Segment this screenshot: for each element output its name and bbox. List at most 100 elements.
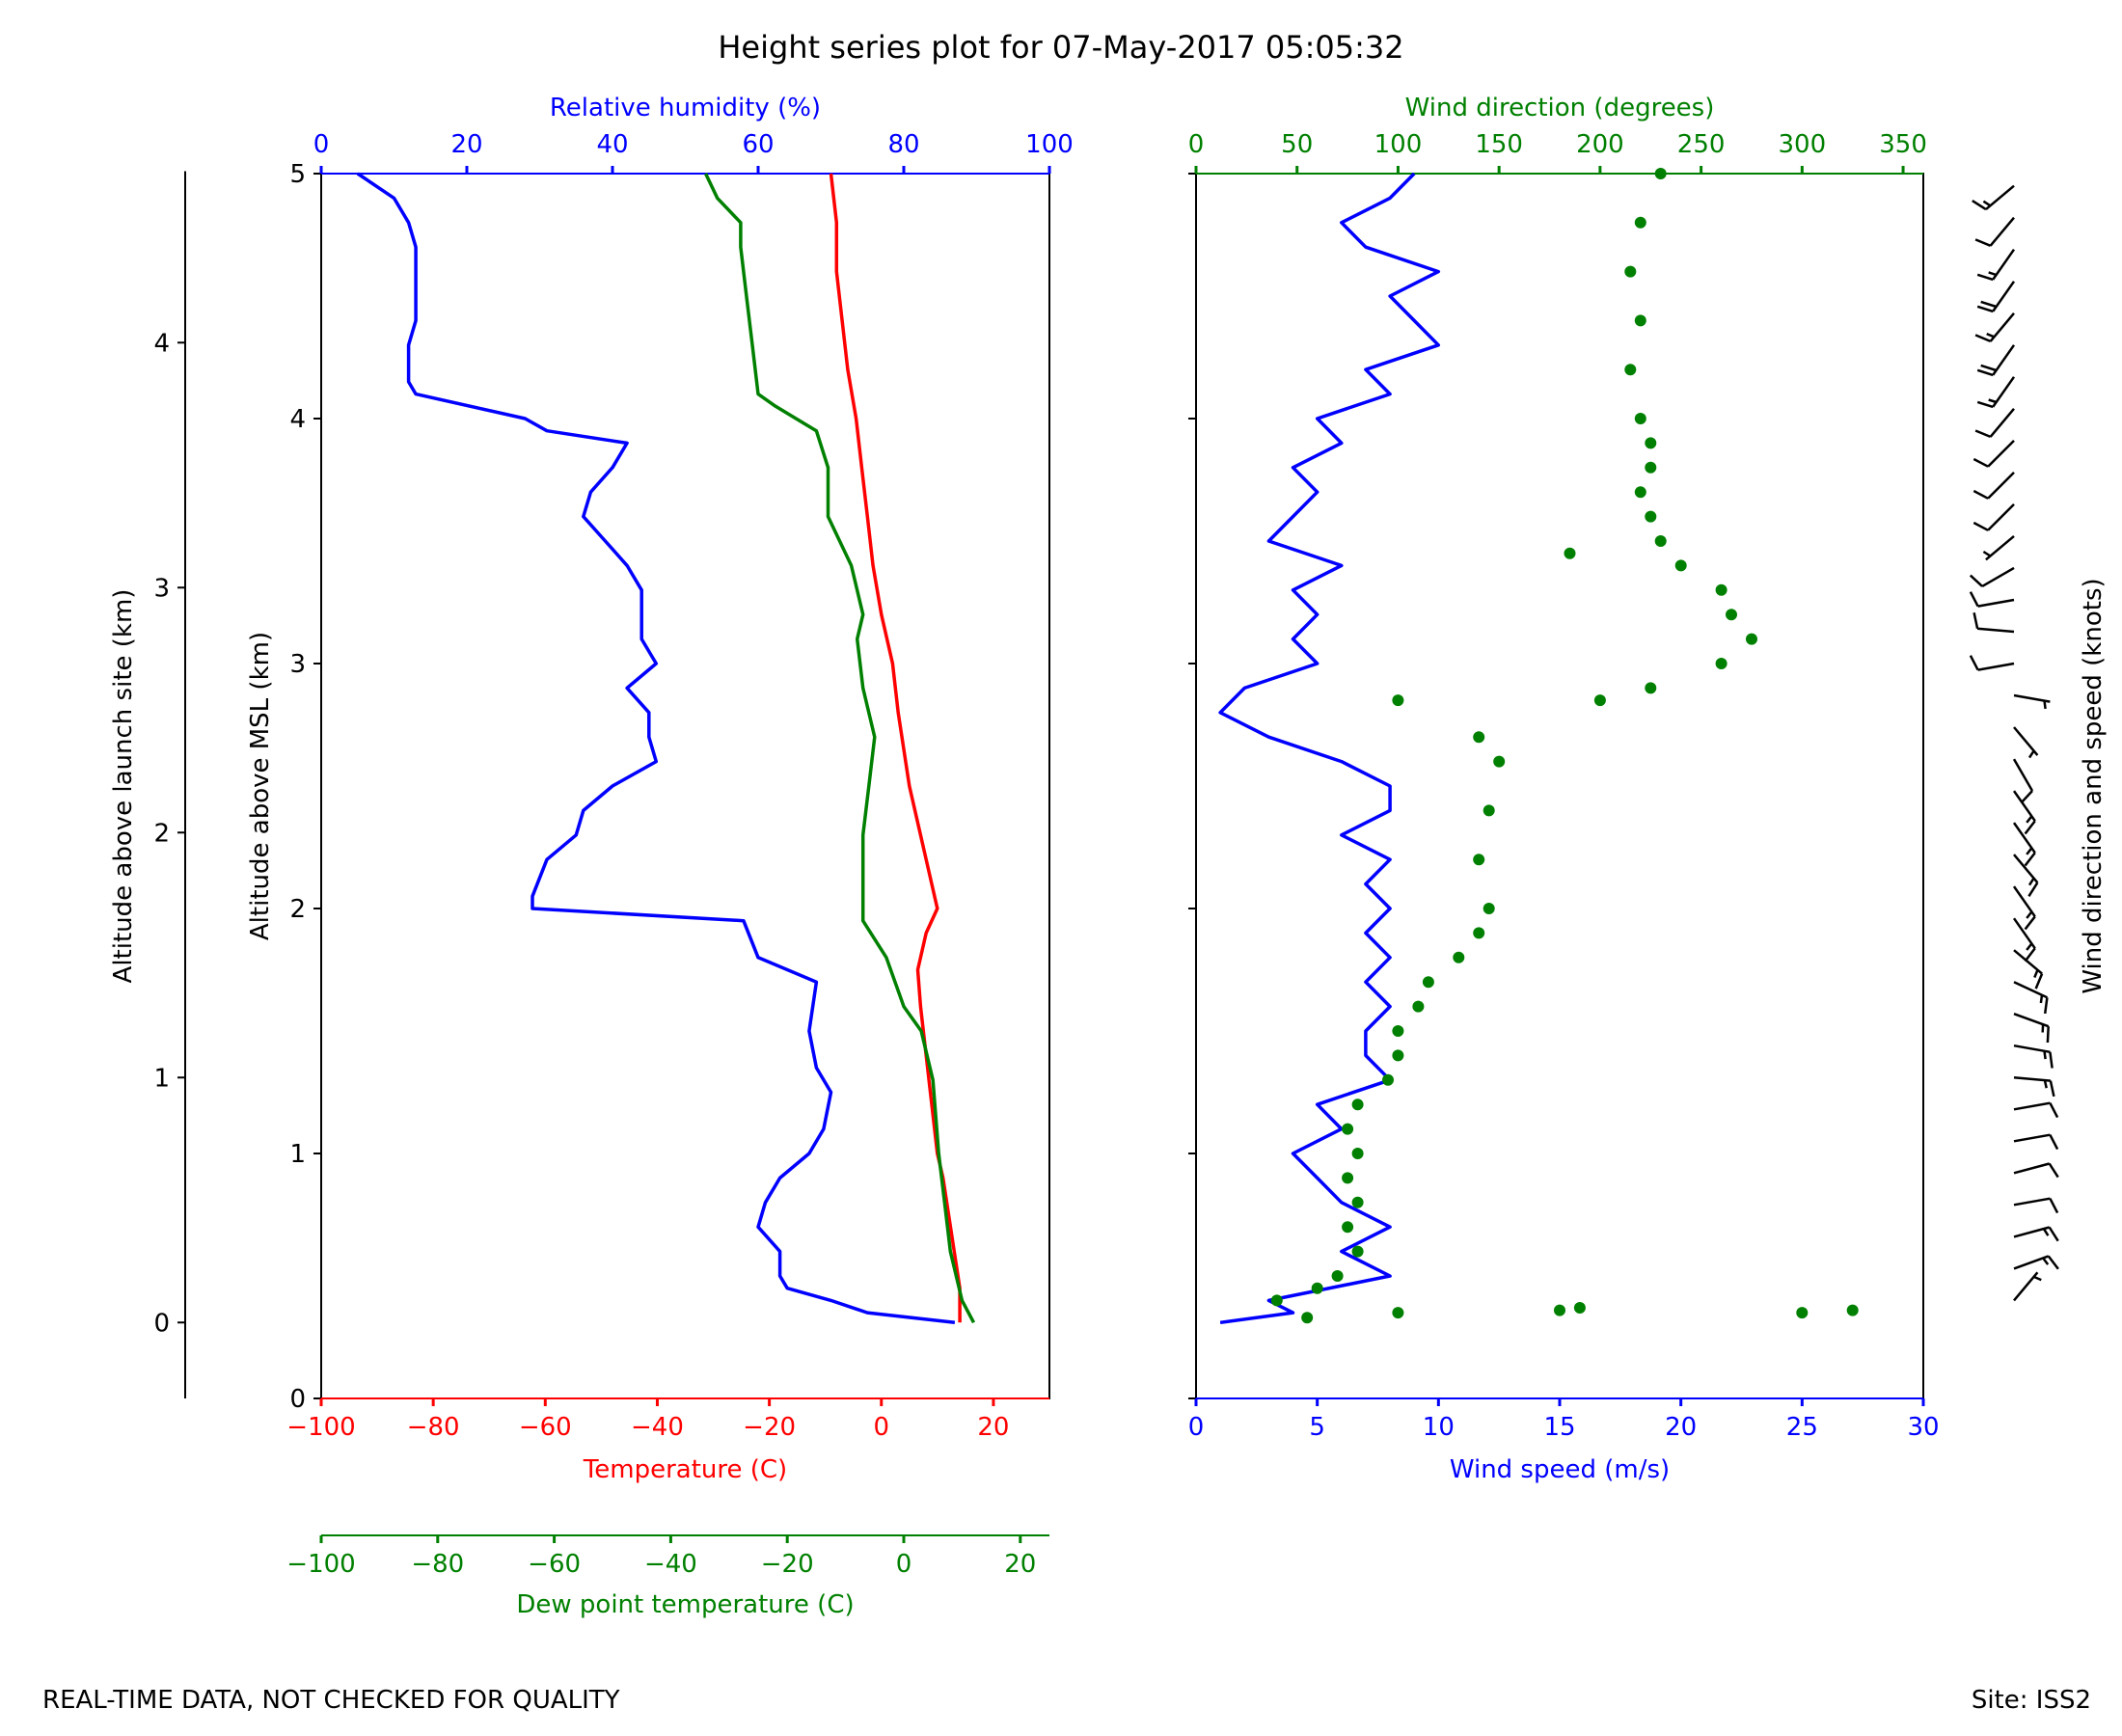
wind-direction-point [1351, 1196, 1364, 1208]
temperature-tick-label: −100 [286, 1413, 355, 1442]
wind-direction-point [1715, 583, 1728, 596]
wind-barb-full-feather [1972, 489, 1989, 500]
wind-direction-point [1301, 1312, 1314, 1324]
wind-barb-staff [2013, 726, 2039, 756]
wind-barb-half-feather [2043, 1079, 2048, 1089]
msl-tick-label: 0 [289, 1385, 306, 1414]
wind-barb-staff [2013, 949, 2043, 975]
wind-barb-half-feather [1988, 271, 1997, 277]
wind-barb-staff [2013, 1076, 2052, 1082]
quality-note: REAL-TIME DATA, NOT CHECKED FOR QUALITY [42, 1686, 620, 1715]
wind-barb-staff [2013, 1162, 2051, 1175]
wind-barb-full-feather [1972, 457, 1989, 468]
rh-tick-label: 40 [596, 130, 628, 159]
wind-direction-point [1351, 1148, 1364, 1159]
wind-barb-half-feather [2033, 969, 2039, 978]
wind-barb-staff [1989, 312, 2015, 342]
temperature-tick-label: 20 [977, 1413, 1009, 1442]
dewpoint-series-line [704, 173, 976, 1324]
wind-barb-staff [2013, 854, 2039, 884]
launch-tick-label: 0 [153, 1309, 170, 1338]
direction-tick-label: 50 [1281, 130, 1313, 159]
launch-tick-label: 4 [153, 329, 170, 358]
wind-barb-half-feather [2033, 1275, 2042, 1282]
wind-barb-full-feather [1969, 655, 1979, 671]
wind-barb-staff [2013, 1271, 2039, 1302]
speed-tick-label: 5 [1309, 1413, 1325, 1442]
wind-barb-half-feather [2043, 1050, 2047, 1060]
wind-barb-full-feather [2048, 1162, 2059, 1179]
wind-barb-staff [1989, 216, 2015, 247]
wind-barb-full-feather [2049, 1102, 2059, 1119]
wind-barb-half-feather [2039, 994, 2044, 1004]
wind-direction-point [1624, 364, 1637, 376]
wind-barb-full-feather [1980, 300, 1997, 309]
wind-barb-staff [2013, 1133, 2051, 1143]
wind-barb-staff [2012, 917, 2036, 950]
wind-direction-point [1331, 1270, 1344, 1282]
wind-direction-point [1645, 461, 1657, 474]
wind-barb-half-feather [2042, 1257, 2050, 1265]
wind-direction-point [1483, 804, 1495, 817]
wind-barb-full-feather [1976, 305, 1994, 313]
wind-barb-staff [1981, 566, 2015, 587]
wind-direction-point [1746, 633, 1757, 645]
wind-direction-point [1342, 1123, 1354, 1135]
wind-direction-point [1715, 658, 1728, 669]
wind-direction-point [1351, 1245, 1364, 1258]
wind-direction-point [1674, 559, 1687, 572]
wind-barb-full-feather [1969, 574, 1983, 587]
wind-direction-point [1645, 682, 1657, 694]
rh-tick-label: 60 [742, 130, 774, 159]
wind-barb-full-feather [2020, 790, 2033, 804]
wind-direction-point [1645, 437, 1657, 449]
wind-barb-staff [2013, 1044, 2051, 1054]
wind-direction-point [1634, 216, 1646, 229]
speed-tick-label: 25 [1786, 1413, 1818, 1442]
wind-barb-staff [2012, 790, 2036, 822]
wind-barb-half-feather [1982, 550, 1992, 557]
wind-direction-point [1634, 486, 1646, 499]
launch-tick-label: 2 [153, 819, 170, 848]
wind-barb-full-feather [2034, 973, 2044, 990]
msl-tick-label: 5 [289, 160, 306, 189]
thermo-panel: 0 1 2 3 4 5 Altitude above MSL (km) 0 1 2 3 4 Altitu… [109, 94, 1074, 1619]
wind-direction-point [1412, 1000, 1425, 1013]
direction-axis-label: Wind direction (degrees) [1405, 94, 1715, 122]
wind-direction-point [1564, 547, 1576, 559]
msl-tick-label: 3 [289, 650, 306, 679]
wind-direction-point [1846, 1304, 1859, 1316]
wind-barb-half-feather [2042, 1228, 2050, 1236]
rh-series-line [356, 172, 956, 1325]
wind-barb-full-feather [1972, 200, 1987, 211]
wind-barb-full-feather [2024, 915, 2036, 931]
wind-barb-half-feather [2026, 910, 2033, 919]
wind-direction-point [1392, 1307, 1404, 1319]
wind-barb-full-feather [1972, 521, 1989, 531]
temperature-tick-label: −60 [519, 1413, 572, 1442]
wind-barb-full-feather [2024, 852, 2036, 867]
dewpoint-tick-label: −100 [286, 1550, 355, 1579]
wind-barb-full-feather [1972, 612, 1979, 629]
wind-barb-staff [1992, 344, 2016, 376]
wind-direction-point [1645, 510, 1657, 523]
dewpoint-tick-label: −40 [644, 1550, 697, 1579]
wind-direction-point [1392, 694, 1404, 707]
speed-tick-label: 10 [1423, 1413, 1455, 1442]
wind-barb-half-feather [1982, 200, 1992, 207]
wind-direction-point [1270, 1294, 1283, 1307]
wind-barb-full-feather [2027, 882, 2039, 897]
wind-direction-point [1634, 413, 1646, 424]
rh-tick-label: 80 [887, 130, 919, 159]
wind-direction-point [1473, 854, 1485, 866]
wind-direction-point [1392, 1049, 1404, 1062]
dewpoint-tick-label: 0 [896, 1550, 912, 1579]
wind-frame [1195, 173, 1924, 1399]
launch-axis-label: Altitude above launch site (km) [109, 589, 138, 984]
wind-barb-staff [2013, 1226, 2051, 1238]
wind-barb-staff [1987, 472, 2015, 500]
wind-barb-full-feather [1976, 400, 1994, 409]
wind-barb-staff [1987, 503, 2015, 531]
wind-direction-point [1453, 951, 1465, 963]
